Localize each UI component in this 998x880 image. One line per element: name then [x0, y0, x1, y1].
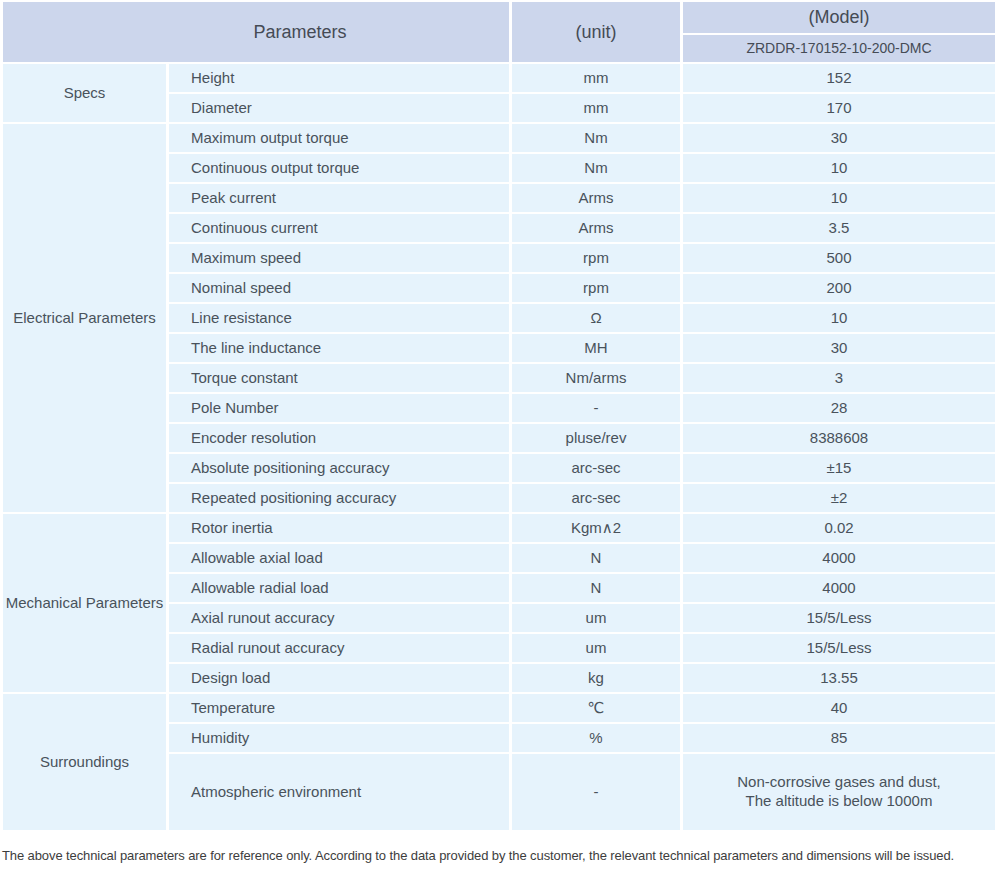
param-label: Line resistance	[169, 304, 509, 332]
value-label: 170	[683, 94, 995, 122]
param-label: Maximum output torque	[169, 124, 509, 152]
unit-label: Nm/arms	[512, 364, 680, 392]
param-label: Atmospheric environment	[169, 754, 509, 830]
unit-label: um	[512, 604, 680, 632]
unit-label: %	[512, 724, 680, 752]
param-label: Nominal speed	[169, 274, 509, 302]
unit-label: rpm	[512, 244, 680, 272]
value-label: 15/5/Less	[683, 604, 995, 632]
table-row: Mechanical Parameters Rotor inertia Kgm∧…	[3, 514, 995, 542]
param-label: Peak current	[169, 184, 509, 212]
param-label: Continuous output torque	[169, 154, 509, 182]
unit-label: mm	[512, 94, 680, 122]
value-label: 15/5/Less	[683, 634, 995, 662]
value-label: 28	[683, 394, 995, 422]
param-label: Continuous current	[169, 214, 509, 242]
spec-sheet-page: Parameters (unit) (Model) ZRDDR-170152-1…	[0, 0, 998, 880]
value-label: 30	[683, 124, 995, 152]
param-label: Rotor inertia	[169, 514, 509, 542]
param-label: Radial runout accuracy	[169, 634, 509, 662]
value-label: 10	[683, 184, 995, 212]
param-label: Torque constant	[169, 364, 509, 392]
param-label: Repeated positioning accuracy	[169, 484, 509, 512]
param-label: Height	[169, 64, 509, 92]
group-label-surroundings: Surroundings	[3, 694, 166, 830]
param-label: The line inductance	[169, 334, 509, 362]
unit-label: Ω	[512, 304, 680, 332]
unit-label: kg	[512, 664, 680, 692]
unit-label: -	[512, 754, 680, 830]
value-label: 10	[683, 154, 995, 182]
value-label: 3	[683, 364, 995, 392]
unit-label: rpm	[512, 274, 680, 302]
value-label: 8388608	[683, 424, 995, 452]
spec-table: Parameters (unit) (Model) ZRDDR-170152-1…	[0, 0, 998, 832]
table-header-row-1: Parameters (unit) (Model)	[3, 2, 995, 33]
param-label: Humidity	[169, 724, 509, 752]
value-label: 4000	[683, 544, 995, 572]
group-label-electrical: Electrical Parameters	[3, 124, 166, 512]
unit-label: Nm	[512, 124, 680, 152]
param-label: Encoder resolution	[169, 424, 509, 452]
value-label: 10	[683, 304, 995, 332]
param-label: Axial runout accuracy	[169, 604, 509, 632]
value-label: ±15	[683, 454, 995, 482]
param-label: Diameter	[169, 94, 509, 122]
value-label: 13.55	[683, 664, 995, 692]
table-row: Electrical Parameters Maximum output tor…	[3, 124, 995, 152]
footer-note: The above technical parameters are for r…	[0, 847, 998, 865]
table-row: Specs Height mm 152	[3, 64, 995, 92]
value-label: 500	[683, 244, 995, 272]
unit-label: -	[512, 394, 680, 422]
value-label: 30	[683, 334, 995, 362]
header-unit: (unit)	[512, 2, 680, 62]
param-label: Pole Number	[169, 394, 509, 422]
header-parameters: Parameters	[3, 2, 509, 62]
unit-label: arc-sec	[512, 484, 680, 512]
unit-label: Kgm∧2	[512, 514, 680, 542]
unit-label: um	[512, 634, 680, 662]
value-label: 40	[683, 694, 995, 722]
value-label: 152	[683, 64, 995, 92]
param-label: Allowable axial load	[169, 544, 509, 572]
unit-label: mm	[512, 64, 680, 92]
header-model: (Model)	[683, 2, 995, 33]
value-label: Non-corrosive gases and dust, The altitu…	[683, 754, 995, 830]
param-label: Design load	[169, 664, 509, 692]
unit-label: N	[512, 574, 680, 602]
value-label: 4000	[683, 574, 995, 602]
group-label-mechanical: Mechanical Parameters	[3, 514, 166, 692]
unit-label: ℃	[512, 694, 680, 722]
unit-label: Nm	[512, 154, 680, 182]
value-label: 85	[683, 724, 995, 752]
unit-label: MH	[512, 334, 680, 362]
param-label: Allowable radial load	[169, 574, 509, 602]
param-label: Maximum speed	[169, 244, 509, 272]
param-label: Temperature	[169, 694, 509, 722]
value-label: 0.02	[683, 514, 995, 542]
value-label: ±2	[683, 484, 995, 512]
value-label: 3.5	[683, 214, 995, 242]
unit-label: Arms	[512, 214, 680, 242]
unit-label: Arms	[512, 184, 680, 212]
table-row: Surroundings Temperature ℃ 40	[3, 694, 995, 722]
unit-label: arc-sec	[512, 454, 680, 482]
unit-label: N	[512, 544, 680, 572]
group-label-specs: Specs	[3, 64, 166, 122]
header-model-value: ZRDDR-170152-10-200-DMC	[683, 35, 995, 62]
param-label: Absolute positioning accuracy	[169, 454, 509, 482]
unit-label: pluse/rev	[512, 424, 680, 452]
value-label: 200	[683, 274, 995, 302]
